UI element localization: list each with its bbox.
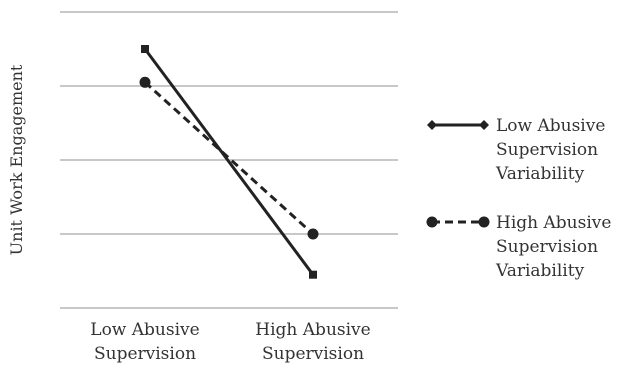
- legend-marker: [478, 216, 490, 228]
- data-point: [307, 228, 319, 240]
- legend-marker: [427, 120, 437, 130]
- x-tick-label: Low Abusive Supervision: [90, 320, 199, 364]
- x-tick-labels: Low Abusive Supervision High Abusive Superv…: [90, 320, 370, 364]
- series-line-2: [143, 81, 315, 236]
- data-point: [139, 76, 151, 88]
- series-lines: [139, 45, 319, 279]
- data-point: [309, 270, 317, 279]
- legend-label: High Abusive Supervision Variability: [495, 213, 611, 281]
- legend-label: Low Abusive Supervision Variability: [495, 116, 605, 184]
- legend: Low Abusive Supervision Variability High Ab…: [426, 116, 611, 281]
- legend-marker: [479, 120, 489, 130]
- x-tick-label: High Abusive Supervision: [255, 320, 370, 364]
- series-line-1: [143, 48, 315, 276]
- legend-marker: [426, 216, 438, 228]
- y-axis-title: Unit Work Engagement: [7, 64, 26, 255]
- data-point: [141, 45, 149, 53]
